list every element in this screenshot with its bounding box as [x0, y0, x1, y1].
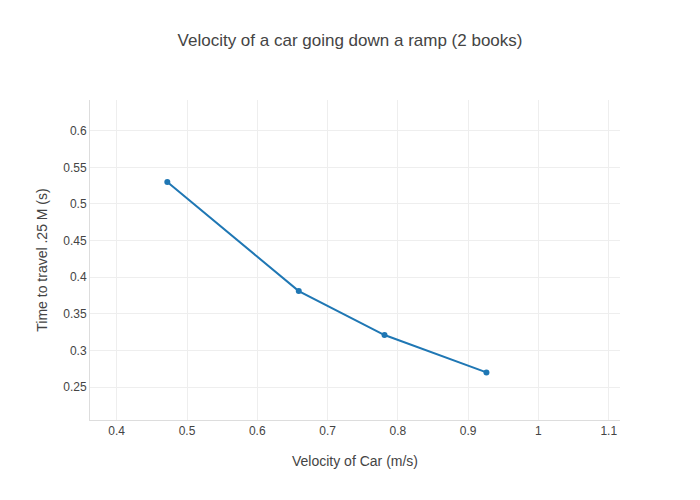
svg-text:0.5: 0.5: [70, 197, 87, 211]
svg-text:0.6: 0.6: [70, 124, 87, 138]
svg-text:0.6: 0.6: [249, 424, 266, 438]
svg-text:Time to travel .25 M (s): Time to travel .25 M (s): [34, 188, 50, 331]
svg-text:0.45: 0.45: [63, 234, 87, 248]
svg-text:1.1: 1.1: [600, 424, 617, 438]
svg-text:0.55: 0.55: [63, 161, 87, 175]
svg-text:0.4: 0.4: [70, 270, 87, 284]
svg-text:Velocity of Car (m/s): Velocity of Car (m/s): [292, 453, 418, 469]
svg-text:0.25: 0.25: [63, 380, 87, 394]
svg-text:0.3: 0.3: [70, 344, 87, 358]
svg-text:1: 1: [535, 424, 542, 438]
svg-text:0.9: 0.9: [460, 424, 477, 438]
svg-text:0.4: 0.4: [108, 424, 125, 438]
svg-text:0.35: 0.35: [63, 307, 87, 321]
svg-text:Velocity of a car going down a: Velocity of a car going down a ramp (2 b…: [178, 31, 523, 50]
svg-text:0.8: 0.8: [390, 424, 407, 438]
svg-text:0.5: 0.5: [179, 424, 196, 438]
svg-text:0.7: 0.7: [319, 424, 336, 438]
